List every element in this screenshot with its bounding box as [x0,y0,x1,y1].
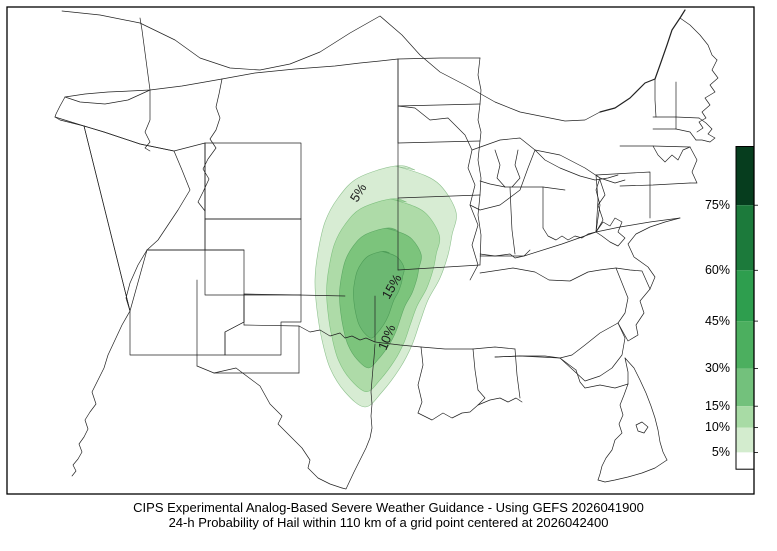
svg-text:75%: 75% [705,198,730,212]
svg-text:15%: 15% [705,399,730,413]
svg-text:30%: 30% [705,361,730,375]
svg-text:5%: 5% [712,445,730,459]
svg-text:60%: 60% [705,263,730,277]
svg-text:45%: 45% [705,314,730,328]
svg-text:10%: 10% [705,420,730,434]
